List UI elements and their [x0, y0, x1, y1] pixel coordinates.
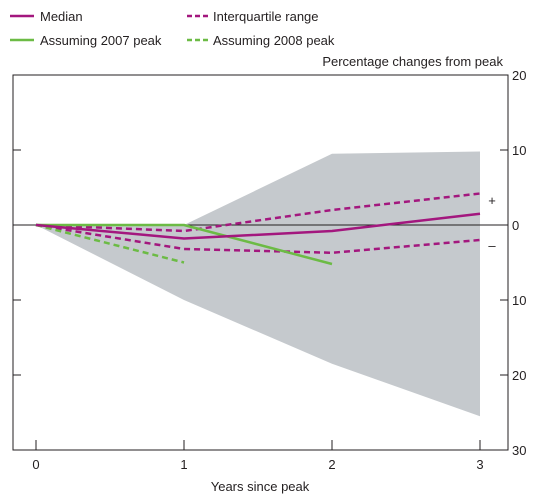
range-band — [36, 151, 480, 417]
legend-label-2007-peak: Assuming 2007 peak — [40, 33, 162, 48]
y-tick-label: 20 — [512, 368, 526, 383]
x-tick-label: 3 — [476, 457, 483, 472]
y-tick-label: 30 — [512, 443, 526, 458]
series-line-3 — [36, 223, 333, 266]
legend: Median Interquartile range Assuming 2007… — [10, 9, 335, 48]
y-tick-label: 0 — [512, 218, 519, 233]
legend-label-median: Median — [40, 9, 83, 24]
y-tick-label: 10 — [512, 143, 526, 158]
sign-minus: – — [488, 238, 496, 253]
x-axis-title: Years since peak — [211, 479, 310, 494]
series-layer — [35, 192, 481, 266]
y-tick-label: 10 — [512, 293, 526, 308]
y-axis-title: Percentage changes from peak — [322, 54, 503, 69]
series-line-4 — [35, 223, 185, 264]
series-line-1 — [35, 192, 481, 233]
series-line-2 — [35, 223, 481, 254]
sign-plus: + — [488, 193, 496, 208]
y-tick-label: 20 — [512, 68, 526, 83]
x-tick-label: 2 — [328, 457, 335, 472]
series-line-0 — [35, 212, 481, 240]
x-tick-label: 0 — [32, 457, 39, 472]
legend-label-interquartile: Interquartile range — [213, 9, 319, 24]
legend-label-2008-peak: Assuming 2008 peak — [213, 33, 335, 48]
x-tick-label: 1 — [180, 457, 187, 472]
range-band-layer — [36, 151, 480, 417]
plot-frame — [12, 74, 509, 451]
